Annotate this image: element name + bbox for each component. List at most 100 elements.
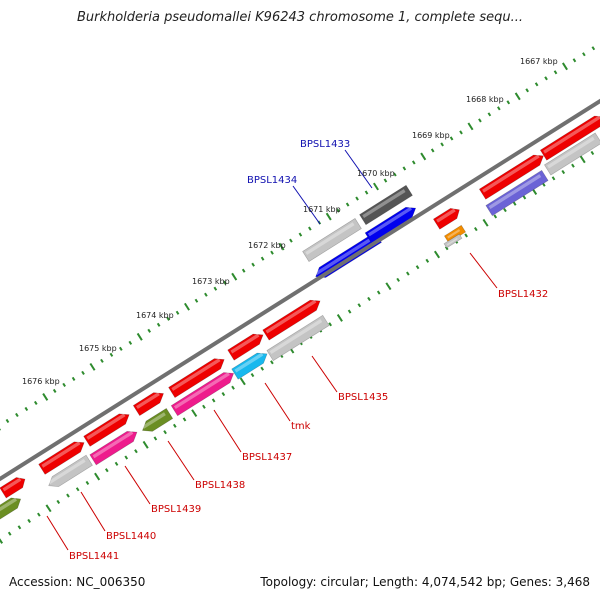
- scale-tick: [153, 436, 158, 441]
- gene-label: BPSL1441: [69, 551, 119, 562]
- scale-tick: [506, 100, 511, 105]
- callout-line: [124, 465, 151, 505]
- gene-label: BPSL1438: [195, 480, 245, 491]
- scale-tick: [474, 227, 478, 232]
- gene-purple: [485, 169, 549, 217]
- gene-label: BPSL1434: [247, 175, 297, 186]
- scale-tick: [211, 398, 216, 403]
- callout-line: [167, 440, 195, 481]
- gene-label: tmk: [291, 421, 311, 432]
- gene-BPSL1441-highlight: [0, 497, 17, 514]
- scale-tick: [553, 70, 558, 75]
- accession-text: Accession: NC_006350: [9, 575, 146, 589]
- scale-tick: [467, 122, 474, 131]
- scale-tick: [512, 201, 517, 206]
- gene-upper-7-highlight: [265, 299, 317, 334]
- scale-tick: [487, 112, 492, 117]
- scale-tick: [85, 480, 90, 485]
- gene-BPSL1437-highlight: [173, 372, 230, 410]
- gene-orange-shape: [443, 224, 467, 244]
- scale-tick: [260, 256, 265, 261]
- chromosome-backbone: [0, 98, 600, 482]
- scale-tick: [298, 232, 303, 237]
- scale-tick: [430, 148, 435, 153]
- gene-BPSL1434-highlight: [305, 222, 355, 255]
- scale-label: 1674 kbp: [136, 311, 174, 320]
- gene-upper-5-shape: [168, 358, 225, 399]
- gene-BPSL1440: [48, 454, 93, 487]
- scale-tick: [406, 271, 410, 276]
- scale-labels: 1667 kbp 1668 kbp 1669 kbp 1670 kbp 1671 kbp…: [22, 57, 558, 386]
- scale-tick: [544, 76, 548, 81]
- callout-line: [311, 355, 338, 393]
- gene-upper-7-shape: [262, 299, 321, 341]
- gene-upper-2-highlight: [41, 441, 81, 468]
- gene-orange-shadow: [443, 233, 463, 249]
- scale-tick: [166, 316, 170, 321]
- gene-lower-blue-1: [315, 231, 382, 278]
- scale-tick: [270, 360, 274, 365]
- scale-tick: [336, 314, 343, 322]
- gene-BPSL1437-shape: [170, 372, 235, 417]
- scale-tick: [289, 238, 293, 243]
- scale-tick: [194, 298, 199, 303]
- scale-tick: [325, 212, 332, 221]
- callout-line: [292, 185, 321, 225]
- scale-tick: [175, 310, 180, 315]
- scale-tick: [136, 332, 143, 341]
- gene-labels: BPSL1433 BPSL1434 BPSL1432 BPSL1435 tmk BPSL1…: [69, 139, 548, 562]
- topology-summary: Topology: circular; Length: 4,074,542 bp…: [260, 575, 590, 589]
- gene-BPSL1435-highlight: [269, 319, 323, 354]
- gene-label: BPSL1439: [151, 504, 201, 515]
- scale-tick: [278, 242, 285, 251]
- scale-tick: [433, 250, 441, 259]
- scale-tick: [27, 518, 31, 524]
- scale-tick: [105, 468, 109, 473]
- scale-tick: [551, 176, 556, 181]
- scale-tick: [114, 461, 119, 466]
- callout-line: [80, 491, 106, 532]
- gene-lower-blue-1-highlight: [315, 236, 375, 276]
- gene-orange-shadow-shape: [443, 233, 463, 249]
- scale-tick: [449, 136, 454, 141]
- scale-tick: [376, 290, 381, 295]
- gene-upper-1-shape: [0, 477, 26, 499]
- scale-tick: [134, 449, 138, 454]
- scale-tick: [251, 262, 255, 267]
- scale-tick: [579, 155, 586, 164]
- scale-label: 1675 kbp: [79, 344, 117, 353]
- scale-tick: [411, 160, 416, 165]
- scale-tick: [221, 392, 226, 397]
- scale-label: 1670 kbp: [357, 169, 395, 178]
- gene-upper-1-highlight: [2, 477, 22, 492]
- scale-tick: [163, 430, 167, 435]
- scale-tick: [270, 250, 274, 255]
- gene-callouts: [46, 149, 498, 551]
- gene-BPSL1439-shape: [89, 431, 138, 466]
- gene-lower-blue-2-highlight: [367, 206, 412, 237]
- scale-tick: [89, 362, 96, 371]
- gene-upper-10-highlight: [543, 115, 600, 154]
- scale-tick: [231, 272, 238, 281]
- gene-purple-shape: [485, 169, 549, 217]
- gene-BPSL1437: [170, 372, 235, 417]
- scale-label: 1669 kbp: [412, 131, 450, 140]
- scale-tick: [497, 106, 501, 111]
- gene-upper-6: [227, 333, 264, 361]
- scale-tick: [372, 182, 379, 191]
- scale-tick: [522, 195, 527, 200]
- scale-tick: [534, 82, 539, 87]
- scale-tick: [357, 303, 362, 308]
- callout-line: [469, 252, 498, 289]
- gene-upper-2: [38, 441, 85, 475]
- gene-lower-grey-right-shape: [544, 132, 600, 176]
- scale-tick: [33, 400, 38, 406]
- gene-label: BPSL1433: [300, 139, 350, 150]
- scale-tick: [241, 268, 246, 273]
- scale-tick: [147, 328, 152, 333]
- scale-tick: [52, 388, 57, 393]
- gene-lower-blue-1-shape: [315, 231, 382, 278]
- scale-tick: [213, 286, 218, 291]
- scale-label: 1672 kbp: [248, 241, 286, 250]
